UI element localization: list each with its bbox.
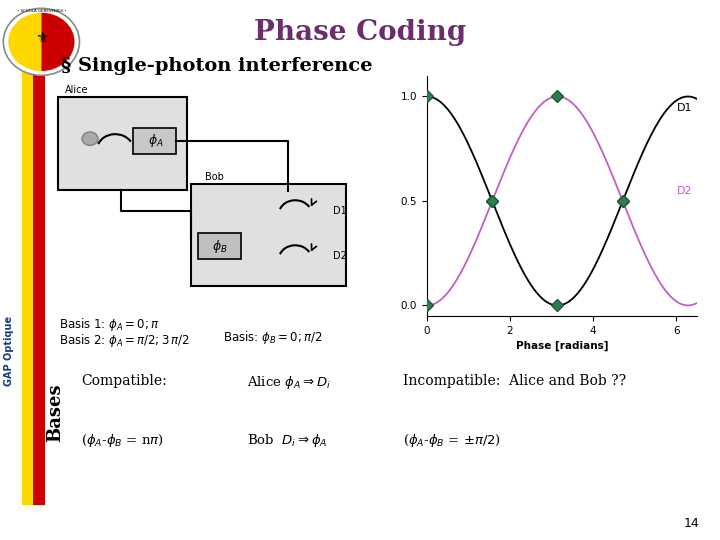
Text: Basis 2: $\phi_A = \pi/2; 3\,\pi/2$: Basis 2: $\phi_A = \pi/2; 3\,\pi/2$ bbox=[59, 332, 189, 349]
Text: Alice: Alice bbox=[65, 85, 89, 95]
Text: Incompatible:  Alice and Bob ??: Incompatible: Alice and Bob ?? bbox=[403, 375, 626, 388]
Text: § Single-photon interference: § Single-photon interference bbox=[61, 57, 373, 75]
Text: Compatible:: Compatible: bbox=[81, 375, 167, 388]
Text: ⚜: ⚜ bbox=[35, 31, 48, 46]
Text: Phase Coding: Phase Coding bbox=[254, 19, 466, 46]
FancyBboxPatch shape bbox=[191, 184, 346, 286]
Text: ($\phi_A$-$\phi_B$ = n$\pi$): ($\phi_A$-$\phi_B$ = n$\pi$) bbox=[81, 432, 164, 449]
Text: 14: 14 bbox=[684, 517, 700, 530]
FancyBboxPatch shape bbox=[133, 128, 176, 154]
Text: Bob: Bob bbox=[205, 172, 224, 182]
Text: Bob  $D_i \Rightarrow \phi_A$: Bob $D_i \Rightarrow \phi_A$ bbox=[247, 432, 328, 449]
Text: D2: D2 bbox=[678, 186, 693, 197]
Text: D2: D2 bbox=[333, 251, 347, 261]
Circle shape bbox=[82, 132, 98, 145]
Text: $\phi_A$: $\phi_A$ bbox=[148, 132, 163, 150]
Text: $\phi_B$: $\phi_B$ bbox=[212, 238, 228, 254]
Text: GAP Optique: GAP Optique bbox=[4, 316, 14, 386]
Text: ($\phi_A$-$\phi_B$ = $\pm\pi/2$): ($\phi_A$-$\phi_B$ = $\pm\pi/2$) bbox=[403, 432, 501, 449]
Text: Basis 1: $\phi_A = 0; \pi$: Basis 1: $\phi_A = 0; \pi$ bbox=[59, 316, 160, 333]
Circle shape bbox=[4, 8, 79, 76]
FancyBboxPatch shape bbox=[58, 97, 187, 190]
Text: D1: D1 bbox=[333, 206, 347, 216]
Text: D1: D1 bbox=[678, 103, 693, 113]
X-axis label: Phase [radians]: Phase [radians] bbox=[516, 341, 608, 352]
FancyBboxPatch shape bbox=[198, 233, 241, 259]
Wedge shape bbox=[8, 12, 42, 71]
Text: Alice $\phi_A \Rightarrow D_i$: Alice $\phi_A \Rightarrow D_i$ bbox=[247, 375, 331, 392]
Text: Bases: Bases bbox=[46, 384, 63, 442]
Text: • SCHOLA GENEVENSIS •: • SCHOLA GENEVENSIS • bbox=[17, 9, 66, 13]
Wedge shape bbox=[41, 12, 75, 71]
Text: Basis: $\phi_B = 0; \pi/2$: Basis: $\phi_B = 0; \pi/2$ bbox=[223, 329, 323, 346]
